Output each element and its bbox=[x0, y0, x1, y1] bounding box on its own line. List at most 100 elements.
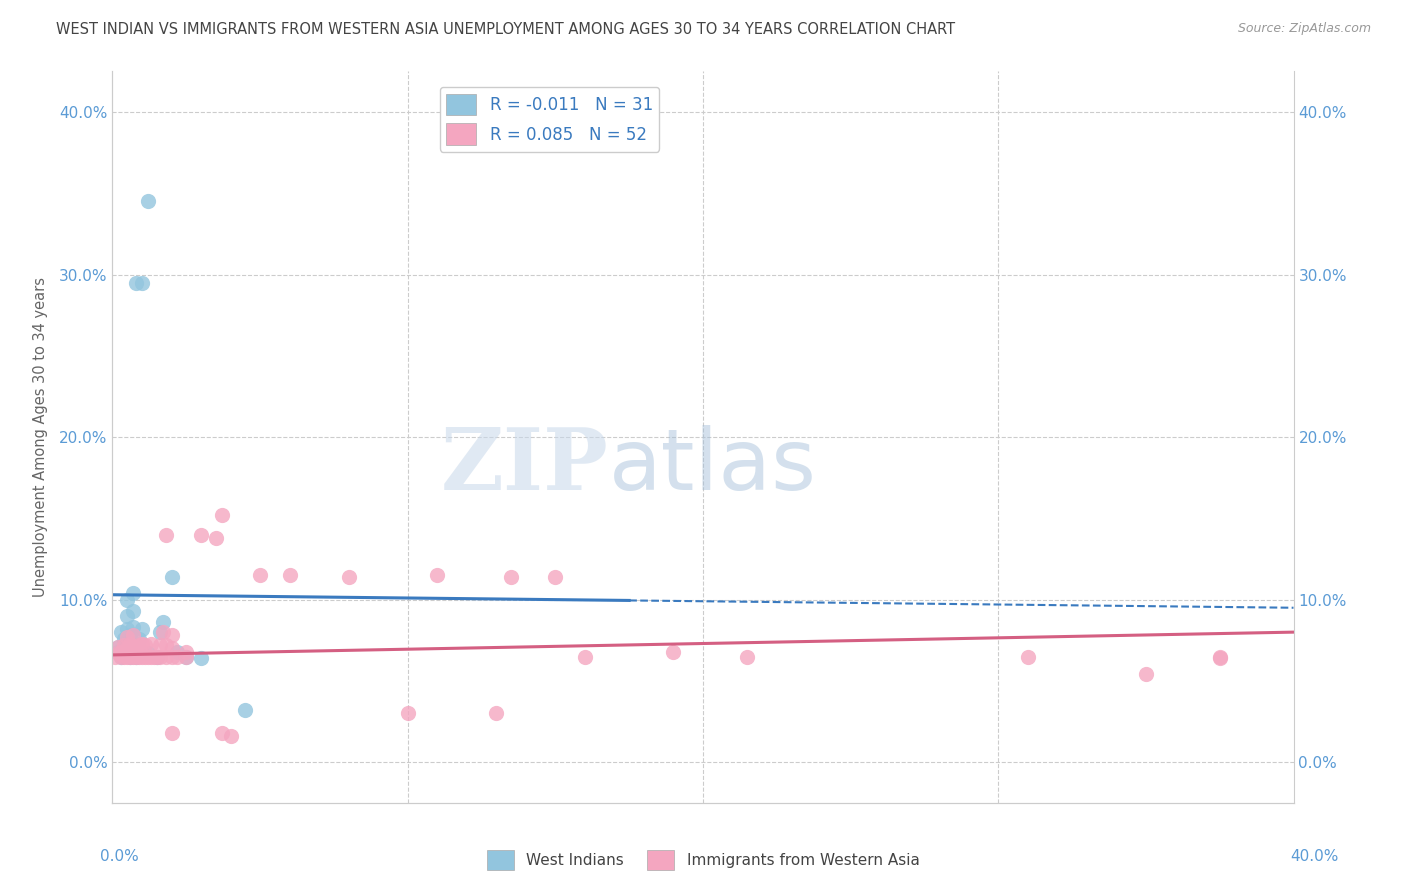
Point bbox=[125, 649, 148, 664]
Point bbox=[122, 586, 145, 600]
Point bbox=[219, 729, 242, 743]
Point bbox=[152, 615, 174, 630]
Point bbox=[155, 638, 177, 652]
Point bbox=[544, 570, 567, 584]
Point bbox=[131, 622, 153, 636]
Point bbox=[131, 649, 153, 664]
Point bbox=[278, 568, 301, 582]
Point bbox=[125, 645, 148, 659]
Point bbox=[166, 649, 188, 664]
Point bbox=[149, 625, 172, 640]
Point bbox=[160, 641, 183, 656]
Point bbox=[249, 568, 271, 582]
Point bbox=[337, 570, 360, 584]
Point bbox=[107, 645, 129, 659]
Text: 0.0%: 0.0% bbox=[100, 849, 139, 864]
Point bbox=[1017, 649, 1039, 664]
Point bbox=[152, 625, 174, 640]
Point bbox=[125, 649, 148, 664]
Point bbox=[155, 649, 177, 664]
Point bbox=[160, 726, 183, 740]
Point bbox=[117, 638, 138, 652]
Point bbox=[117, 608, 138, 623]
Point bbox=[211, 726, 233, 740]
Point bbox=[136, 649, 159, 664]
Point bbox=[110, 645, 132, 659]
Point bbox=[112, 638, 135, 652]
Point bbox=[117, 630, 138, 644]
Point bbox=[117, 622, 138, 636]
Point bbox=[112, 632, 135, 646]
Point bbox=[142, 649, 165, 664]
Point bbox=[1208, 651, 1232, 665]
Point bbox=[146, 649, 169, 664]
Point bbox=[120, 649, 142, 664]
Point bbox=[128, 632, 150, 646]
Point bbox=[122, 604, 145, 618]
Point bbox=[574, 649, 596, 664]
Point bbox=[125, 640, 148, 654]
Point bbox=[149, 649, 172, 664]
Point bbox=[120, 628, 142, 642]
Point bbox=[107, 646, 129, 660]
Point bbox=[662, 645, 685, 659]
Point bbox=[1208, 649, 1232, 664]
Point bbox=[110, 649, 132, 664]
Point bbox=[117, 592, 138, 607]
Point bbox=[396, 706, 419, 721]
Point bbox=[174, 645, 197, 659]
Point bbox=[501, 570, 523, 584]
Point bbox=[160, 628, 183, 642]
Point bbox=[426, 568, 449, 582]
Text: Source: ZipAtlas.com: Source: ZipAtlas.com bbox=[1237, 22, 1371, 36]
Text: atlas: atlas bbox=[609, 425, 817, 508]
Point bbox=[136, 646, 159, 660]
Point bbox=[117, 649, 138, 664]
Point bbox=[122, 640, 145, 654]
Point bbox=[131, 276, 153, 290]
Point bbox=[160, 570, 183, 584]
Point bbox=[190, 527, 212, 541]
Point bbox=[166, 645, 188, 659]
Point bbox=[128, 638, 150, 652]
Point bbox=[117, 641, 138, 656]
Text: ZIP: ZIP bbox=[440, 425, 609, 508]
Point bbox=[122, 643, 145, 657]
Point bbox=[110, 625, 132, 640]
Point bbox=[485, 706, 508, 721]
Text: WEST INDIAN VS IMMIGRANTS FROM WESTERN ASIA UNEMPLOYMENT AMONG AGES 30 TO 34 YEA: WEST INDIAN VS IMMIGRANTS FROM WESTERN A… bbox=[56, 22, 955, 37]
Point bbox=[131, 645, 153, 659]
Point bbox=[205, 531, 228, 545]
Point bbox=[155, 527, 177, 541]
Point bbox=[139, 636, 162, 650]
Legend: West Indians, Immigrants from Western Asia: West Indians, Immigrants from Western As… bbox=[481, 844, 925, 876]
Point bbox=[112, 643, 135, 657]
Point bbox=[160, 649, 183, 664]
Point bbox=[104, 649, 127, 664]
Point bbox=[125, 276, 148, 290]
Point bbox=[122, 649, 145, 664]
Point bbox=[112, 649, 135, 664]
Point bbox=[110, 649, 132, 664]
Point bbox=[737, 649, 759, 664]
Point bbox=[122, 628, 145, 642]
Point bbox=[174, 649, 197, 664]
Point bbox=[131, 636, 153, 650]
Point bbox=[122, 620, 145, 634]
Point bbox=[149, 638, 172, 652]
Text: 40.0%: 40.0% bbox=[1291, 849, 1339, 864]
Point bbox=[107, 640, 129, 654]
Point bbox=[211, 508, 233, 522]
Point bbox=[107, 640, 129, 654]
Point bbox=[190, 651, 212, 665]
Point bbox=[134, 638, 156, 652]
Point bbox=[134, 649, 156, 664]
Point bbox=[139, 649, 162, 664]
Point bbox=[120, 636, 142, 650]
Point bbox=[128, 649, 150, 664]
Point bbox=[136, 194, 159, 209]
Y-axis label: Unemployment Among Ages 30 to 34 years: Unemployment Among Ages 30 to 34 years bbox=[32, 277, 48, 597]
Point bbox=[1135, 667, 1157, 681]
Point bbox=[233, 703, 256, 717]
Point bbox=[174, 649, 197, 664]
